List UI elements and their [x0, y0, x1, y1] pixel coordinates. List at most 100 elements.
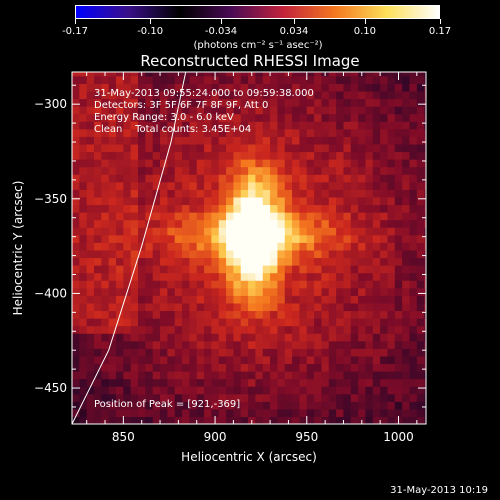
heatmap-cell — [130, 159, 139, 168]
heatmap-cell — [72, 386, 80, 395]
heatmap-cell — [182, 106, 190, 115]
heatmap-cell — [72, 234, 80, 243]
heatmap-cell — [226, 196, 235, 206]
heatmap-cell — [211, 143, 220, 153]
heatmap-cell — [145, 113, 154, 122]
heatmap-cell — [218, 234, 227, 243]
heatmap-cell — [196, 302, 205, 312]
heatmap-cell — [292, 219, 301, 228]
heatmap-cell — [226, 234, 235, 243]
heatmap-cell — [72, 113, 80, 122]
heatmap-cell — [79, 166, 88, 175]
heatmap-cell — [79, 189, 88, 198]
heatmap-cell — [372, 265, 381, 274]
colorbar-tick-mark — [75, 19, 76, 24]
heatmap-cell — [248, 181, 257, 190]
heatmap-cell — [138, 143, 146, 153]
heatmap-cell — [262, 371, 271, 380]
heatmap-cell — [262, 128, 271, 137]
heatmap-cell — [116, 272, 124, 281]
heatmap-cell — [306, 121, 315, 130]
heatmap-cell — [292, 121, 301, 130]
heatmap-cell — [218, 348, 227, 357]
heatmap-cell — [130, 136, 139, 145]
heatmap-cell — [86, 280, 95, 289]
heatmap-cell — [277, 401, 286, 410]
heatmap-cell — [402, 386, 411, 395]
heatmap-cell — [189, 234, 198, 243]
heatmap-cell — [416, 257, 425, 266]
heatmap-cell — [79, 302, 88, 312]
heatmap-cell — [182, 174, 190, 183]
heatmap-cell — [358, 166, 367, 175]
heatmap-cell — [79, 272, 88, 281]
heatmap-cell — [270, 83, 279, 92]
heatmap-cell — [160, 386, 168, 395]
heatmap-cell — [262, 318, 271, 327]
heatmap-cell — [167, 386, 176, 395]
heatmap-cells — [72, 72, 426, 424]
heatmap-cell — [204, 371, 212, 380]
heatmap-cell — [343, 325, 352, 334]
heatmap-cell — [270, 355, 279, 365]
heatmap-cell — [204, 174, 212, 183]
heatmap-cell — [108, 363, 117, 372]
heatmap-cell — [248, 363, 257, 372]
heatmap-cell — [233, 257, 242, 266]
colorbar-tick-label: -0.10 — [137, 26, 164, 37]
heatmap-cell — [160, 355, 168, 365]
heatmap-cell — [402, 98, 411, 107]
heatmap-cell — [365, 72, 374, 77]
heatmap-cell — [160, 408, 168, 418]
heatmap-cell — [248, 90, 257, 100]
heatmap-cell — [365, 143, 374, 153]
heatmap-cell — [160, 219, 168, 228]
heatmap-cell — [145, 310, 154, 319]
heatmap-cell — [204, 340, 212, 349]
heatmap-cell — [108, 98, 117, 107]
heatmap-cell — [358, 234, 367, 243]
heatmap-cell — [372, 219, 381, 228]
heatmap-cell — [424, 318, 426, 327]
heatmap-cell — [123, 204, 132, 213]
heatmap-cell — [380, 72, 389, 77]
heatmap-cell — [86, 333, 95, 342]
heatmap-cell — [424, 408, 426, 418]
heatmap-cell — [123, 151, 132, 160]
heatmap-cell — [394, 121, 403, 130]
heatmap-cell — [424, 151, 426, 160]
heatmap-cell — [372, 159, 381, 168]
heatmap-cell — [226, 333, 235, 342]
heatmap-cell — [328, 371, 337, 380]
heatmap-cell — [255, 408, 264, 418]
heatmap-cell — [160, 106, 168, 115]
heatmap-cell — [314, 166, 323, 175]
heatmap-cell — [248, 333, 257, 342]
heatmap-cell — [380, 174, 389, 183]
heatmap-cell — [328, 204, 337, 213]
heatmap-cell — [292, 416, 301, 424]
heatmap-cell — [138, 204, 146, 213]
heatmap-cell — [182, 340, 190, 349]
heatmap-cell — [343, 249, 352, 259]
heatmap-cell — [306, 75, 315, 84]
heatmap-cell — [284, 371, 293, 380]
heatmap-cell — [380, 90, 389, 100]
heatmap-cell — [416, 121, 425, 130]
heatmap-cell — [336, 355, 345, 365]
heatmap-cell — [277, 106, 286, 115]
heatmap-cell — [424, 363, 426, 372]
heatmap-cell — [328, 196, 337, 206]
heatmap-cell — [350, 378, 359, 387]
heatmap-cell — [402, 212, 411, 221]
heatmap-cell — [416, 386, 425, 395]
heatmap-cell — [306, 234, 315, 243]
heatmap-cell — [233, 121, 242, 130]
heatmap-cell — [94, 355, 102, 365]
heatmap-cell — [108, 355, 117, 365]
heatmap-cell — [365, 136, 374, 145]
peak-position-label: Position of Peak = [921,-369] — [94, 399, 240, 410]
heatmap-cell — [152, 310, 161, 319]
heatmap-cell — [72, 280, 80, 289]
heatmap-cell — [277, 325, 286, 334]
